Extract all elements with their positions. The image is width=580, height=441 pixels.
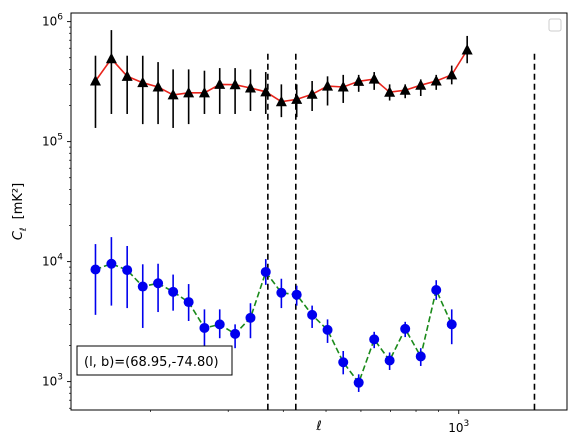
series-1 — [89, 30, 473, 128]
series-line — [95, 262, 453, 385]
y-axis-label: Cℓ [mK²] — [11, 183, 29, 240]
x-axis-label: ℓ — [315, 419, 321, 434]
data-point — [198, 86, 210, 98]
data-point — [291, 289, 302, 300]
data-point — [384, 355, 395, 366]
data-point — [337, 81, 349, 92]
data-point — [167, 88, 179, 100]
data-point — [415, 351, 426, 362]
series-2 — [90, 237, 457, 392]
plot-frame — [70, 12, 568, 411]
y-tick-label: 106 — [42, 13, 63, 29]
data-point — [400, 323, 411, 334]
data-point — [90, 264, 101, 275]
axis-ticks: 103 104 105 106 103 — [42, 13, 469, 435]
data-point — [214, 78, 226, 89]
data-point — [260, 85, 272, 97]
y-axis-label-unit: [mK²] — [11, 183, 26, 220]
data-point — [446, 319, 457, 330]
x-tick-label: 103 — [448, 419, 469, 435]
data-point — [353, 75, 365, 86]
data-point — [353, 377, 364, 388]
annotation-frame — [76, 345, 233, 376]
data-point — [106, 258, 117, 269]
data-point — [153, 278, 164, 289]
data-point — [152, 81, 164, 92]
annotation-text: (l, b)=(68.95,-74.80) — [84, 355, 219, 370]
data-point — [322, 324, 333, 335]
y-tick-label: 104 — [42, 253, 63, 269]
vertical-dashed-lines — [267, 53, 536, 410]
data-point — [306, 88, 318, 99]
coordinates-annotation: (l, b)=(68.95,-74.80) — [76, 345, 233, 376]
data-point — [244, 81, 256, 93]
data-point — [137, 76, 149, 88]
data-point — [338, 357, 349, 368]
data-point — [399, 84, 411, 95]
data-point — [276, 287, 287, 298]
data-point — [229, 78, 241, 90]
legend-box — [548, 18, 562, 32]
y-tick-label: 105 — [42, 133, 63, 149]
data-point — [461, 44, 473, 55]
data-point — [121, 70, 133, 81]
data-series — [89, 30, 473, 392]
data-point — [89, 75, 101, 86]
data-point — [168, 286, 179, 297]
data-point — [122, 265, 133, 276]
data-point — [384, 86, 396, 97]
data-point — [183, 297, 194, 308]
data-point — [245, 312, 256, 323]
axes — [70, 12, 568, 411]
data-point — [199, 322, 210, 333]
data-point — [369, 334, 380, 345]
y-axis-label-subscript: ℓ — [19, 227, 29, 232]
data-point — [137, 281, 148, 292]
data-point — [322, 80, 334, 91]
y-tick-label: 103 — [42, 373, 63, 389]
data-point — [415, 79, 427, 90]
data-point — [230, 328, 241, 339]
data-point — [260, 266, 271, 277]
y-axis-label-main: C — [11, 230, 26, 240]
data-point — [214, 319, 225, 330]
data-point — [307, 309, 318, 320]
data-point — [183, 86, 195, 98]
data-point — [446, 68, 458, 80]
data-point — [368, 73, 380, 84]
data-point — [291, 93, 303, 104]
data-point — [431, 285, 442, 296]
data-point — [430, 75, 442, 86]
data-point — [275, 95, 287, 107]
data-point — [105, 52, 117, 64]
